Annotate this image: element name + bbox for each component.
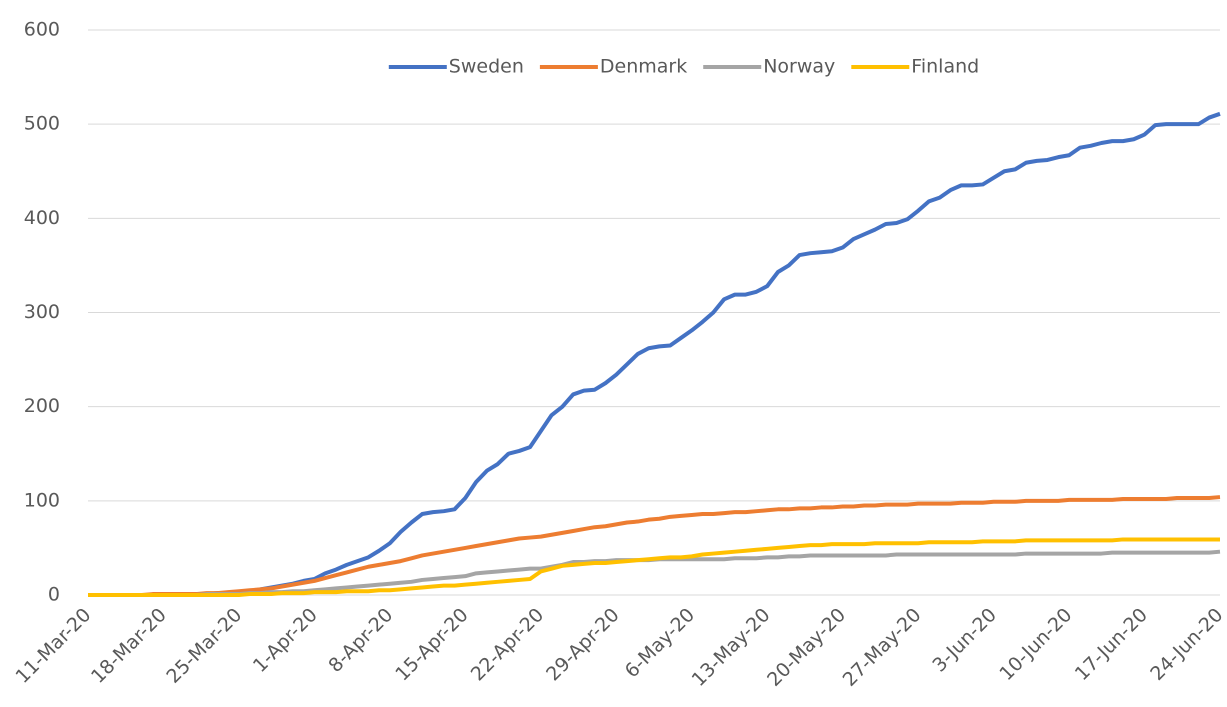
x-tick-label: 13-May-20: [688, 604, 775, 691]
series-line: [88, 111, 1221, 597]
x-tick-label: 10-Jun-20: [995, 604, 1076, 685]
x-tick-label: 18-Mar-20: [87, 604, 171, 688]
series-line: [88, 537, 1220, 597]
x-tick-label: 15-Apr-20: [391, 604, 473, 686]
x-tick-label: 20-May-20: [763, 604, 850, 691]
legend-label: Denmark: [600, 56, 687, 78]
x-tick-label: 6-May-20: [621, 604, 699, 682]
x-tick-label: 24-Jun-20: [1146, 604, 1227, 685]
y-tick-label: 600: [24, 19, 60, 41]
legend-label: Sweden: [449, 56, 524, 78]
y-tick-label: 300: [24, 301, 60, 323]
x-tick-label: 22-Apr-20: [467, 604, 549, 686]
x-tick-label: 8-Apr-20: [324, 604, 397, 677]
y-tick-label: 200: [24, 395, 60, 417]
y-tick-label: 0: [48, 584, 60, 606]
series-line: [88, 495, 1221, 597]
y-tick-label: 500: [24, 113, 60, 135]
legend-label: Norway: [763, 56, 835, 78]
x-tick-label: 1-Apr-20: [249, 604, 322, 677]
x-tick-label: 11-Mar-20: [11, 604, 95, 688]
x-tick-label: 17-Jun-20: [1071, 604, 1152, 685]
x-tick-label: 27-May-20: [839, 604, 926, 691]
y-tick-label: 100: [24, 489, 60, 511]
legend: Sweden Denmark Norway Finland: [388, 56, 979, 78]
y-tick-label: 400: [24, 207, 60, 229]
legend-label: Finland: [911, 56, 979, 78]
x-tick-label: 25-Mar-20: [162, 604, 246, 688]
x-tick-label: 3-Jun-20: [928, 604, 1001, 677]
x-tick-label: 29-Apr-20: [542, 604, 624, 686]
